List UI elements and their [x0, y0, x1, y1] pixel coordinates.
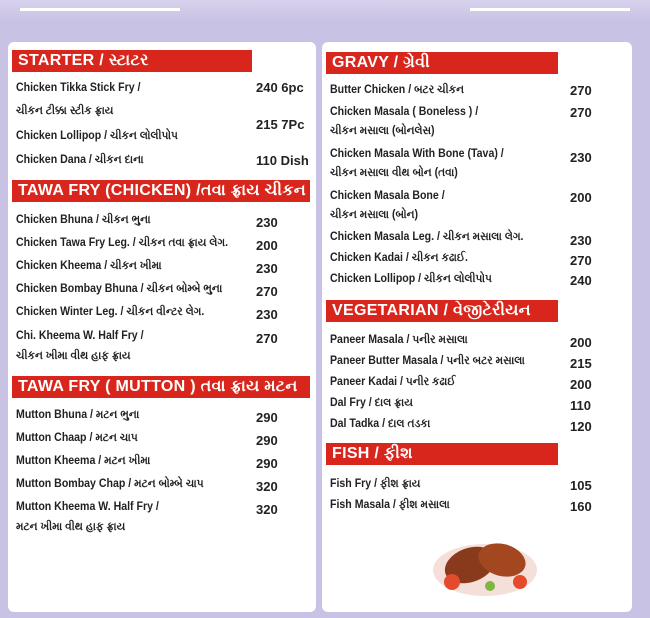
section-header: GRAVY / ગ્રેવી — [326, 52, 558, 74]
menu-item-name: Chicken Lollipop / ચીકન લોલીપોપ — [16, 130, 178, 142]
section-header: STARTER / સ્ટાટર — [12, 50, 252, 72]
menu-item-name: Mutton Bombay Chap / મટન બોમ્બે ચાપ — [16, 478, 204, 490]
section-header: TAWA FRY (CHICKEN) /તવા ફ્રાય ચીકન — [12, 180, 310, 202]
menu-item-name: Mutton Bhuna / મટન ભુના — [16, 409, 140, 421]
menu-item-price: 230 — [570, 233, 592, 248]
menu-item-name-gujarati: ચીકન મસાલા વીથ બોન (તવા) — [330, 167, 458, 179]
menu-item-price: 270 — [256, 331, 278, 346]
menu-panel-right: GRAVY / ગ્રેવી Butter Chicken / બટર ચીકન 2… — [322, 42, 632, 612]
menu-item-price: 110 — [570, 398, 591, 413]
menu-item-price: 215 7Pc — [256, 117, 305, 132]
menu-item-name: Paneer Butter Masala / પનીર બટર મસાલા — [330, 355, 525, 367]
menu-item-name-gujarati: ચીકન ખીમા વીથ હાફ ફ્રાય — [16, 350, 131, 362]
menu-item-name: Chicken Masala ( Boneless ) / — [330, 106, 479, 118]
menu-item-name: Dal Fry / દાલ ફ્રાય — [330, 397, 413, 409]
section-header: TAWA FRY ( MUTTON ) તવા ફ્રાય મટન — [12, 376, 310, 398]
menu-item-name-gujarati: મટન ખીમા વીથ હાફ ફ્રાય — [16, 521, 126, 533]
menu-item-price: 290 — [256, 410, 278, 425]
menu-item-name: Fish Masala / ફીશ મસાલા — [330, 499, 450, 511]
menu-item-name: Chicken Winter Leg. / ચીકન વીન્ટર લેગ. — [16, 306, 205, 318]
menu-item-price: 230 — [570, 150, 592, 165]
menu-item-price: 270 — [570, 253, 592, 268]
menu-item-price: 290 — [256, 433, 278, 448]
menu-item-name-gujarati: ચીકન મસાલા (બોનલેસ) — [330, 125, 435, 137]
menu-item-name: Mutton Chaap / મટન ચાપ — [16, 432, 138, 444]
menu-item-name: Chicken Tawa Fry Leg. / ચીકન તવા ફ્રાય લ… — [16, 237, 229, 249]
menu-item-price: 200 — [256, 238, 278, 253]
menu-item-name: Mutton Kheema / મટન ખીમા — [16, 455, 151, 467]
menu-item-price: 160 — [570, 499, 592, 514]
menu-item-price: 270 — [256, 284, 278, 299]
menu-item-price: 230 — [256, 307, 278, 322]
menu-panel-left: STARTER / સ્ટાટર Chicken Tikka Stick Fry … — [8, 42, 316, 612]
menu-item-name: Chicken Tikka Stick Fry / — [16, 82, 141, 94]
menu-item-price: 200 — [570, 377, 592, 392]
menu-item-name: Chi. Kheema W. Half Fry / — [16, 330, 144, 342]
menu-item-price: 230 — [256, 261, 278, 276]
menu-item-price: 290 — [256, 456, 278, 471]
menu-item-price: 215 — [570, 356, 592, 371]
menu-item-name: Paneer Kadai / પનીર કઢાઈ — [330, 376, 456, 388]
menu-item-name: Chicken Bombay Bhuna / ચીકન બોમ્બે ભુના — [16, 283, 223, 295]
menu-item-name: Chicken Kheema / ચીકન ખીમા — [16, 260, 162, 272]
menu-item-name: Mutton Kheema W. Half Fry / — [16, 501, 159, 513]
menu-item-name: Chicken Masala Bone / — [330, 190, 445, 202]
menu-item-price: 105 — [570, 478, 592, 493]
top-decoration — [0, 0, 650, 22]
menu-item-name: Chicken Masala Leg. / ચીકન મસાલા લેગ. — [330, 231, 524, 243]
menu-item-name: Paneer Masala / પનીર મસાલા — [330, 334, 468, 346]
menu-item-name: Fish Fry / ફીશ ફ્રાય — [330, 478, 421, 490]
menu-item-price: 230 — [256, 215, 278, 230]
menu-item-name-gujarati: ચીકન ટીક્કા સ્ટીક ફ્રાય — [16, 105, 114, 117]
menu-item-name: Chicken Masala With Bone (Tava) / — [330, 148, 504, 160]
menu-item-price: 270 — [570, 105, 592, 120]
menu-item-price: 240 6pc — [256, 80, 304, 95]
menu-item-price: 320 — [256, 502, 278, 517]
menu-item-price: 110 Dish — [256, 153, 309, 168]
section-header: VEGETARIAN / વેજીટેરીયન — [326, 300, 558, 322]
menu-item-name: Chicken Lollipop / ચીકન લોલીપોપ — [330, 273, 492, 285]
fried-fish-image — [433, 543, 537, 596]
menu-item-price: 270 — [570, 83, 592, 98]
menu-item-price: 320 — [256, 479, 278, 494]
menu-item-price: 200 — [570, 335, 592, 350]
menu-item-name: Chicken Dana / ચીકન દાના — [16, 154, 144, 166]
section-header: FISH / ફીશ — [326, 443, 558, 465]
menu-item-price: 200 — [570, 190, 592, 205]
menu-item-price: 120 — [570, 419, 592, 434]
menu-item-name-gujarati: ચીકન મસાલા (બોન) — [330, 209, 419, 221]
menu-item-name: Chicken Kadai / ચીકન કઢાઈ. — [330, 252, 468, 264]
menu-item-name: Butter Chicken / બટર ચીકન — [330, 84, 464, 96]
menu-item-name: Chicken Bhuna / ચીકન ભુના — [16, 214, 151, 226]
menu-item-name: Dal Tadka / દાલ તડકા — [330, 418, 431, 430]
menu-item-price: 240 — [570, 273, 592, 288]
